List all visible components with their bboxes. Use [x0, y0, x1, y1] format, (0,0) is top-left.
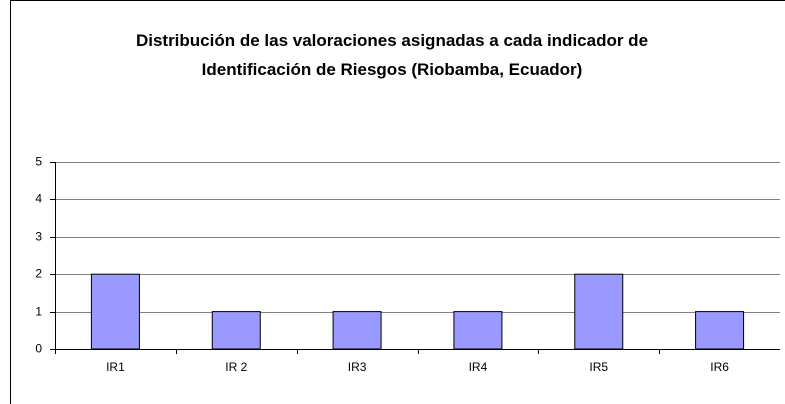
x-tick-label: IR5 [589, 360, 608, 374]
chart-title: Distribución de las valoraciones asignad… [135, 31, 649, 79]
bar [211, 311, 261, 350]
bar [574, 273, 624, 350]
x-tick-label: IR6 [710, 360, 729, 374]
y-tick-label: 5 [35, 155, 42, 169]
x-tick-label: IR 2 [225, 360, 247, 374]
y-tick-label: 3 [35, 230, 42, 244]
bar [453, 311, 503, 350]
x-tick-label: IR3 [348, 360, 367, 374]
x-tick-label: IR1 [106, 360, 125, 374]
y-tick-label: 2 [35, 267, 42, 281]
x-tick-label: IR4 [469, 360, 488, 374]
bar [332, 311, 382, 350]
bar [695, 311, 745, 350]
y-tick-label: 0 [35, 342, 42, 356]
y-tick-label: 4 [35, 192, 42, 206]
y-tick-label: 1 [35, 305, 42, 319]
bar [90, 273, 140, 350]
